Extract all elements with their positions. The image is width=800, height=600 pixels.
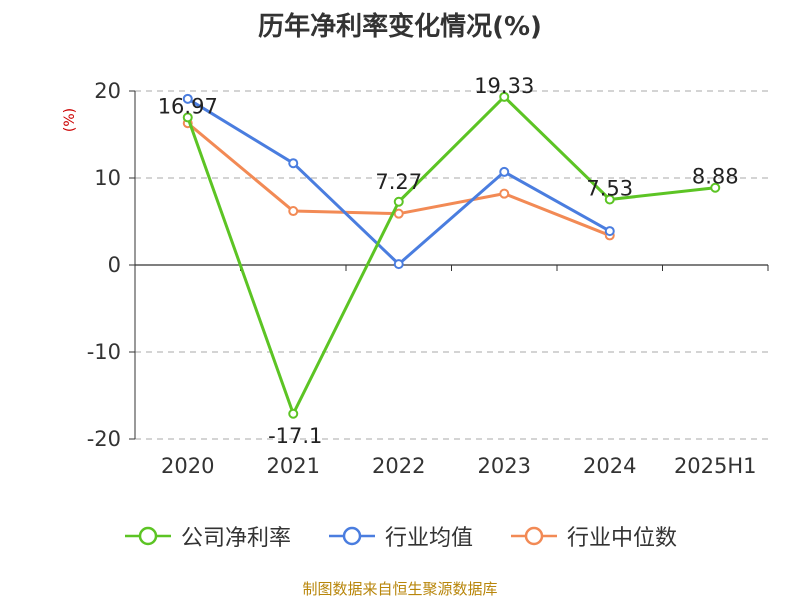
data-point xyxy=(288,408,299,419)
x-tick-label: 2022 xyxy=(372,454,425,478)
legend-label: 行业中位数 xyxy=(567,526,678,551)
data-point xyxy=(710,182,721,193)
legend-line-marker-icon xyxy=(328,526,375,546)
data-point xyxy=(393,208,404,219)
x-tick-label: 2021 xyxy=(267,454,320,478)
x-tick-label: 2025H1 xyxy=(674,454,757,478)
data-label: 7.27 xyxy=(375,170,422,194)
legend-line-marker-icon xyxy=(511,526,557,546)
y-tick-label: -20 xyxy=(87,427,121,451)
x-tick-label: 2023 xyxy=(478,454,531,478)
y-tick-label: -10 xyxy=(87,340,121,364)
x-tick-label: 2024 xyxy=(583,454,636,478)
data-point xyxy=(499,166,510,177)
axis-layer: 20 10 0 -10 -20 2020 2021 2022 2023 2024 2025H1 xyxy=(87,79,769,478)
data-point xyxy=(499,188,510,199)
legend-item-industry-median[interactable]: 行业中位数 xyxy=(509,520,677,552)
data-point xyxy=(393,259,404,270)
data-label-layer: 16.97 -17.1 7.27 19.33 7.53 8.88 xyxy=(158,74,739,448)
data-source-note: 制图数据来自恒生聚源数据库 xyxy=(302,580,498,598)
data-label: 19.33 xyxy=(474,74,534,98)
y-tick-label: 0 xyxy=(108,253,121,277)
data-label: 7.53 xyxy=(586,176,633,200)
data-point xyxy=(604,226,615,237)
data-label: 16.97 xyxy=(158,94,218,118)
data-point xyxy=(182,112,193,123)
data-point xyxy=(288,206,299,217)
series-line xyxy=(186,95,716,416)
y-tick-label: 10 xyxy=(94,166,121,190)
data-label: -17.1 xyxy=(268,424,322,448)
legend-label: 行业均值 xyxy=(384,526,473,551)
series-layer xyxy=(182,91,721,419)
data-point xyxy=(182,93,193,104)
legend-item-industry-avg[interactable]: 行业均值 xyxy=(327,520,473,552)
x-tick-label: 2020 xyxy=(161,454,214,478)
legend-label: 公司净利率 xyxy=(180,526,291,551)
data-label: 8.88 xyxy=(692,165,739,189)
data-point xyxy=(499,91,510,102)
data-point xyxy=(288,158,299,169)
legend-line-marker-icon xyxy=(124,526,171,546)
y-tick-label: 20 xyxy=(94,79,121,103)
legend: 公司净利率 行业均值 行业中位数 xyxy=(0,520,800,552)
data-point xyxy=(604,194,615,205)
legend-item-company[interactable]: 公司净利率 xyxy=(123,520,291,552)
data-point xyxy=(393,196,404,207)
chart-title: 历年净利率变化情况(%) xyxy=(258,12,542,42)
